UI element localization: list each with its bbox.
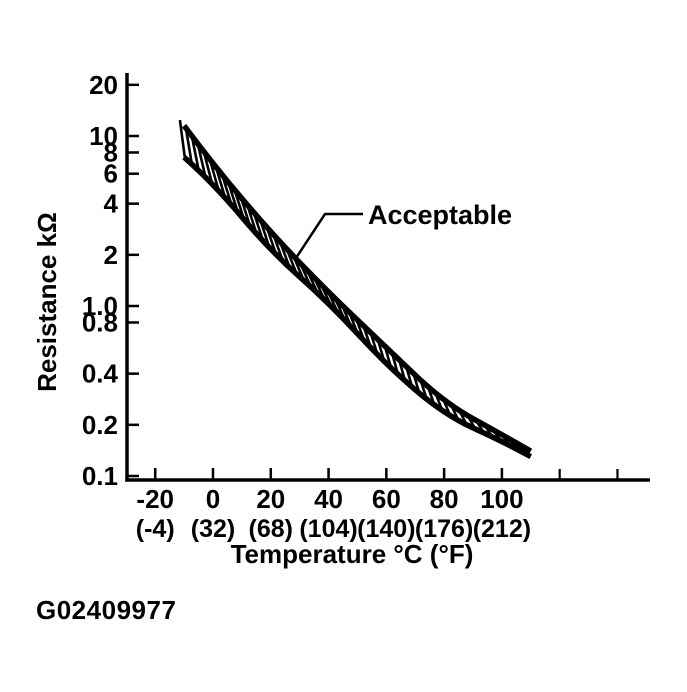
band-hatch-line <box>483 424 494 438</box>
band-hatch-line <box>458 409 468 426</box>
x-tick-label-c: 40 <box>314 484 343 514</box>
band-hatch-line <box>326 290 340 314</box>
band-hatch-line <box>333 297 346 321</box>
band-hatch-line <box>390 352 400 375</box>
band-hatch-line <box>419 379 429 400</box>
band-hatch-line <box>312 276 326 301</box>
y-tick-label: 1.0 <box>82 291 118 321</box>
band-hatch-line <box>355 318 366 342</box>
x-tick-label-c: 20 <box>256 484 285 514</box>
y-tick-label: 6 <box>104 159 118 189</box>
band-hatch-line <box>202 151 214 185</box>
x-tick-label-f: (176) <box>415 515 473 543</box>
x-tick-label-f: (104) <box>299 515 357 543</box>
band-hatch-line <box>405 366 414 388</box>
band-hatch-line <box>278 241 291 269</box>
x-tick-label-f: (212) <box>473 515 531 543</box>
band-hatch-line <box>190 135 201 172</box>
band-hatch-line <box>239 197 252 228</box>
band-hatch-line <box>449 404 460 421</box>
y-tick-label: 20 <box>89 70 118 100</box>
y-tick-label: 2 <box>104 240 118 270</box>
band-hatch-line <box>208 158 221 192</box>
band-hatch-line <box>340 304 353 328</box>
band-hatch-line <box>376 338 386 362</box>
band-hatch-line <box>426 386 436 406</box>
band-hatch-line <box>259 219 271 249</box>
x-tick-label-c: -20 <box>136 484 174 514</box>
band-hatch-line <box>220 174 233 206</box>
y-tick-label: 0.2 <box>82 410 118 440</box>
acceptable-band-upper-curve <box>181 124 533 454</box>
figure-id-label: G02409977 <box>36 595 177 625</box>
x-tick-label-f: (68) <box>249 515 293 543</box>
band-hatch-line <box>265 226 278 255</box>
band-hatch-line <box>292 255 306 282</box>
x-tick-label-f: (32) <box>191 515 235 543</box>
y-tick-label: 0.8 <box>82 307 118 337</box>
acceptable-label: Acceptable <box>368 200 512 230</box>
band-hatch-line <box>509 438 519 451</box>
y-tick-label: 8 <box>104 137 118 167</box>
x-axis-title: Temperature °C (°F) <box>231 539 474 569</box>
y-tick-label: 0.1 <box>82 461 118 491</box>
band-hatch-line <box>233 189 246 220</box>
y-tick-label: 10 <box>89 121 118 151</box>
band-hatch-line <box>347 311 359 335</box>
band-hatch-line <box>397 359 407 382</box>
x-tick-label-f: (-4) <box>136 515 175 543</box>
y-tick-label: 0.4 <box>82 359 119 389</box>
band-hatch-line <box>362 325 373 349</box>
band-hatch-line <box>285 248 298 275</box>
y-axis-title: Resistance kΩ <box>32 212 62 392</box>
band-hatch-line <box>518 443 528 456</box>
band-hatch-line <box>272 234 285 262</box>
acceptable-leader-line <box>294 212 363 259</box>
band-hatch-line <box>306 269 319 294</box>
band-hatch-line <box>442 398 452 417</box>
band-hatch-line <box>412 372 421 394</box>
band-hatch-line <box>178 119 187 159</box>
band-hatch-line <box>475 419 485 434</box>
band-hatch-line <box>466 414 477 430</box>
x-tick-label-f: (140) <box>357 515 415 543</box>
band-hatch-line <box>319 283 333 308</box>
band-hatch-line <box>501 434 511 447</box>
band-hatch-line <box>184 127 194 165</box>
band-hatch-line <box>434 392 444 411</box>
band-hatch-line <box>299 262 313 288</box>
band-hatch-line <box>246 204 258 235</box>
y-tick-label: 4 <box>104 189 119 219</box>
band-hatch-line <box>252 212 265 242</box>
x-tick-label-c: 0 <box>206 484 220 514</box>
band-hatch-line <box>227 181 240 213</box>
x-tick-label-c: 60 <box>372 484 401 514</box>
band-hatch-line <box>383 345 393 369</box>
band-hatch-line <box>369 332 379 355</box>
band-hatch-line <box>492 429 503 442</box>
band-hatch-line <box>196 143 207 178</box>
x-tick-label-c: 80 <box>430 484 459 514</box>
band-hatch-line <box>214 166 227 199</box>
x-tick-label-c: 100 <box>480 484 523 514</box>
